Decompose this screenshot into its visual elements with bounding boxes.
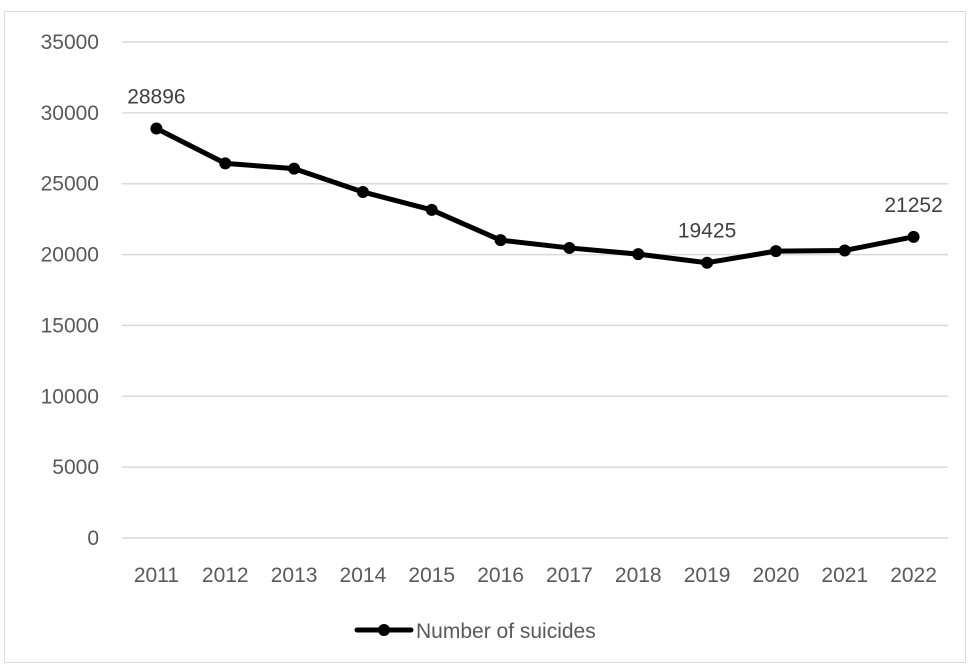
data-point — [632, 248, 645, 261]
x-tick-label: 2017 — [546, 564, 593, 587]
x-tick-label: 2016 — [477, 564, 524, 587]
y-tick-label: 20000 — [41, 244, 99, 267]
data-point — [701, 256, 714, 269]
x-tick-label: 2015 — [408, 564, 455, 587]
y-tick-label: 0 — [87, 527, 99, 550]
data-label: 28896 — [127, 86, 185, 109]
data-label: 19425 — [678, 220, 736, 243]
data-point — [769, 245, 782, 258]
data-point — [907, 230, 920, 243]
data-point — [838, 244, 851, 257]
x-tick-label: 2011 — [134, 564, 179, 587]
data-label: 21252 — [884, 194, 942, 217]
series-line — [153, 126, 917, 266]
y-tick-label: 5000 — [52, 456, 99, 479]
x-tick-label: 2012 — [202, 564, 249, 587]
data-point — [150, 122, 163, 135]
x-tick-label: 2022 — [890, 564, 937, 587]
legend-marker — [378, 624, 390, 636]
y-tick-label: 25000 — [41, 173, 99, 196]
data-point — [563, 241, 576, 254]
data-point — [494, 234, 507, 247]
legend-label: Number of suicides — [416, 620, 596, 643]
data-point — [425, 203, 438, 216]
x-tick-label: 2019 — [684, 564, 731, 587]
y-tick-label: 35000 — [41, 31, 99, 54]
x-tick-label: 2021 — [821, 564, 868, 587]
data-point — [356, 185, 369, 198]
chart-frame — [4, 11, 966, 663]
x-tick-label: 2014 — [340, 564, 387, 587]
x-tick-label: 2013 — [271, 564, 318, 587]
y-tick-label: 15000 — [41, 314, 99, 337]
y-tick-label: 10000 — [41, 385, 99, 408]
data-point — [288, 162, 301, 175]
x-tick-label: 2020 — [753, 564, 800, 587]
x-tick-label: 2018 — [615, 564, 662, 587]
data-point — [219, 157, 232, 170]
y-tick-label: 30000 — [41, 102, 99, 125]
